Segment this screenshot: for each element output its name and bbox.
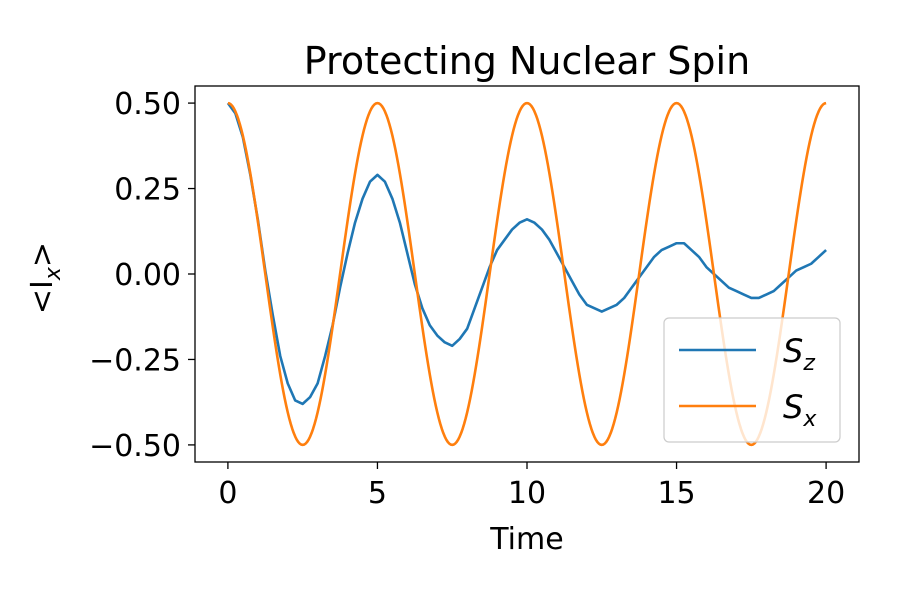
- y-tick-label: 0.25: [114, 173, 181, 208]
- chart-title: Protecting Nuclear Spin: [304, 39, 750, 83]
- x-tick-label: 20: [807, 476, 845, 511]
- y-axis-label-main: <I: [25, 280, 60, 314]
- svg-text:<Ix>: <Ix>: [25, 242, 66, 314]
- x-tick-label: 5: [368, 476, 387, 511]
- y-tick-label: −0.25: [89, 343, 181, 378]
- series-line-Sz: [226, 102, 827, 406]
- x-tick-label: 10: [508, 476, 546, 511]
- legend: Sz Sx: [663, 317, 841, 443]
- x-tick-label: 15: [657, 476, 695, 511]
- y-tick-label: −0.50: [89, 429, 181, 464]
- y-axis-label: <Ix>: [25, 242, 66, 314]
- y-tick-label: 0.50: [114, 87, 181, 122]
- x-tick-label: 0: [218, 476, 237, 511]
- y-axis-label-subscript: x: [41, 266, 66, 281]
- x-axis-label: Time: [489, 522, 563, 557]
- y-tick-label: 0.00: [114, 258, 181, 293]
- legend-label-Sz: Sz: [783, 332, 815, 376]
- plot-area: 0 5 10 15 20 0.50 0.25 0.00 −0.25 −0.50 Sz Sx: [89, 85, 860, 511]
- y-axis-label-suffix: >: [25, 242, 60, 267]
- legend-label-Sx: Sx: [783, 388, 817, 432]
